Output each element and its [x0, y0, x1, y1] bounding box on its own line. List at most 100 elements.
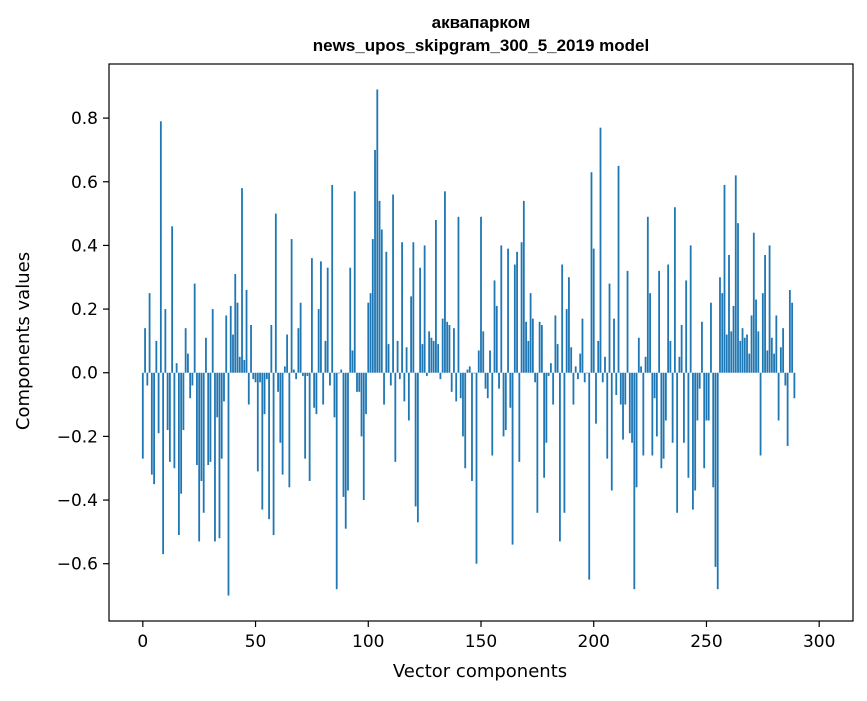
bar-component-100: [367, 302, 370, 373]
bar-component-60: [277, 372, 279, 392]
bar-component-239: [680, 324, 683, 373]
bar-component-283: [779, 347, 782, 373]
bar-component-42: [236, 302, 239, 373]
bar-component-110: [389, 372, 392, 386]
bar-component-225: [649, 293, 651, 373]
bar-component-217: [631, 372, 633, 443]
bar-component-79: [320, 261, 322, 373]
bar-component-5: [153, 372, 155, 485]
bar-component-258: [723, 184, 726, 373]
bar-component-171: [527, 340, 530, 373]
bar-component-36: [223, 372, 225, 402]
bar-component-24: [196, 372, 198, 466]
bar-component-41: [234, 274, 237, 373]
bar-component-196: [583, 372, 586, 383]
bar-component-179: [545, 372, 548, 443]
bar-component-54: [263, 372, 266, 415]
bar-component-288: [791, 302, 794, 373]
bar-component-55: [265, 372, 268, 380]
bar-component-117: [405, 347, 408, 373]
bar-component-204: [601, 372, 604, 383]
bar-component-237: [676, 372, 679, 513]
bar-component-20: [187, 353, 189, 373]
bar-component-141: [459, 372, 462, 399]
bar-component-58: [272, 372, 275, 536]
bar-component-154: [489, 350, 491, 373]
bar-component-163: [509, 372, 512, 408]
bar-component-142: [462, 372, 464, 437]
bar-component-186: [561, 264, 564, 373]
bar-component-81: [324, 340, 327, 373]
bar-component-27: [202, 372, 205, 513]
y-tick-label: 0.6: [71, 173, 98, 193]
bar-component-75: [311, 258, 313, 373]
bar-component-182: [552, 372, 555, 405]
bar-component-97: [360, 372, 363, 437]
bar-component-162: [507, 248, 509, 373]
bar-component-122: [416, 372, 419, 523]
bar-component-0: [141, 372, 144, 459]
bar-component-256: [719, 277, 721, 373]
bar-component-178: [543, 372, 546, 478]
bar-component-46: [245, 289, 248, 373]
bar-component-249: [703, 372, 706, 469]
bar-component-261: [730, 331, 733, 373]
bar-component-197: [586, 372, 588, 374]
bar-component-205: [604, 356, 606, 373]
bar-component-107: [383, 372, 385, 405]
bar-component-9: [162, 372, 165, 555]
bar-component-202: [597, 340, 600, 373]
bar-component-3: [148, 293, 151, 373]
bar-component-159: [500, 245, 503, 373]
bar-component-101: [369, 293, 372, 373]
bar-component-241: [685, 280, 688, 373]
bar-component-195: [581, 318, 584, 373]
bar-component-82: [326, 267, 329, 373]
bar-component-209: [613, 318, 615, 373]
bar-component-281: [775, 315, 778, 373]
bar-component-134: [444, 191, 446, 373]
bar-component-188: [565, 309, 568, 373]
x-axis-ticks: 0 50 100 150 200 250 300: [137, 621, 835, 652]
bar-component-111: [392, 194, 394, 373]
bar-component-222: [642, 372, 645, 456]
bar-component-251: [707, 372, 710, 421]
x-tick-label: 50: [245, 632, 267, 652]
bar-component-133: [441, 318, 444, 373]
bar-component-285: [784, 372, 787, 386]
bar-component-96: [358, 372, 361, 392]
bar-component-84: [331, 184, 334, 373]
x-tick-label: 100: [352, 632, 384, 652]
bar-component-31: [211, 309, 214, 373]
bar-component-26: [200, 372, 203, 481]
bar-component-92: [349, 267, 352, 373]
bar-component-157: [495, 305, 498, 373]
bar-component-160: [502, 372, 505, 437]
bar-component-126: [425, 372, 428, 376]
bar-component-11: [166, 372, 169, 431]
bar-component-69: [297, 328, 300, 373]
bar-component-112: [394, 372, 397, 462]
bar-component-17: [180, 372, 183, 494]
bar-component-125: [423, 245, 426, 373]
bar-component-93: [351, 350, 354, 373]
bar-component-220: [637, 337, 640, 373]
bar-component-77: [315, 372, 318, 415]
bar-component-161: [504, 372, 507, 431]
bar-component-246: [696, 372, 699, 421]
bar-component-62: [281, 372, 284, 475]
bar-component-80: [322, 372, 325, 405]
bar-component-144: [466, 369, 469, 373]
bar-component-30: [209, 372, 212, 462]
bar-component-272: [755, 299, 757, 373]
bar-component-287: [788, 289, 791, 373]
y-tick-label: 0.2: [71, 300, 98, 320]
bar-component-185: [559, 372, 561, 542]
bar-component-213: [622, 372, 624, 440]
bar-component-191: [572, 372, 575, 405]
bar-component-167: [518, 372, 521, 462]
bar-component-203: [599, 127, 602, 373]
bar-component-230: [660, 372, 663, 469]
bar-component-156: [493, 280, 496, 373]
